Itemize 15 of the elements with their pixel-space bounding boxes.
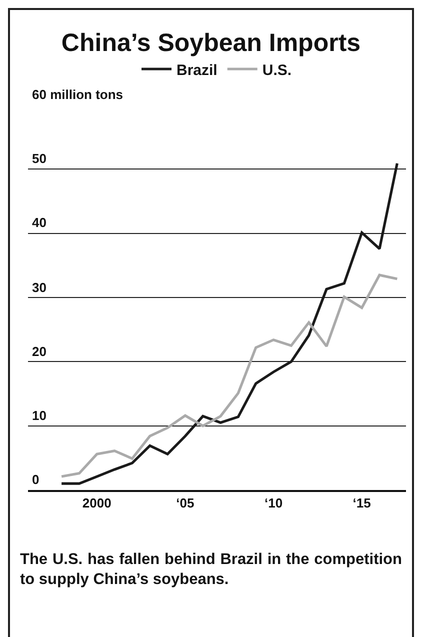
x-tick-label: ‘10 [264,496,283,511]
legend-label: U.S. [262,62,292,79]
chart-title: China’s Soybean Imports [61,28,361,57]
y-tick-label: 40 [32,215,46,230]
y-tick-label: 20 [32,344,46,359]
x-tick-label: 2000 [82,496,112,511]
y-tick-label: 10 [32,408,46,423]
y-tick-label: 50 [32,151,46,166]
y-tick-label: 30 [32,280,46,295]
x-tick-label: ‘05 [176,496,194,511]
y-tick-label: 60 million tons [32,87,124,102]
y-tick-label: 0 [32,472,40,487]
x-tick-label: ‘15 [352,496,371,511]
text: The U.S. has fallen behind Brazil in the competition to supply China’s soybeans. [20,550,402,590]
legend-label: Brazil [176,62,218,79]
